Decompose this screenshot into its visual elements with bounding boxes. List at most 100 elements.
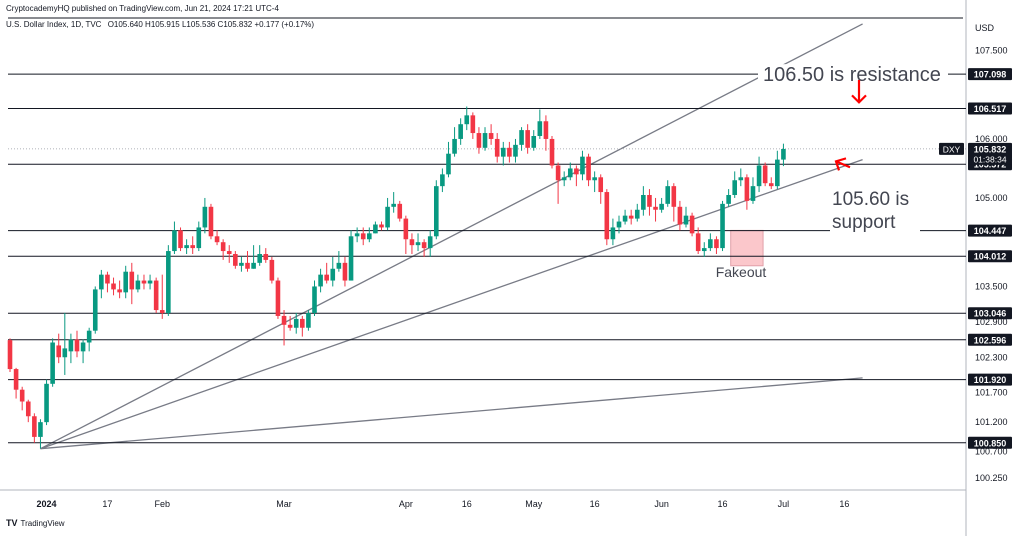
candle-body [105, 274, 110, 284]
trendline [40, 377, 863, 450]
candle-body [373, 224, 378, 234]
level-price-label: 102.596 [974, 335, 1007, 345]
candle-body [111, 283, 116, 290]
candle-body [141, 280, 147, 284]
y-tick-label: 103.500 [975, 281, 1008, 291]
symbol-info: U.S. Dollar Index, 1D, TVC O105.640 H105… [6, 20, 318, 29]
candle-body [226, 251, 232, 254]
candle-body [92, 289, 98, 331]
candle-body [257, 254, 262, 263]
candle-body [482, 133, 488, 148]
annotation-bg [830, 222, 920, 239]
candle-body [708, 239, 713, 249]
y-tick-label: 101.700 [975, 388, 1008, 398]
level-price-tag [968, 102, 1012, 115]
candle-body [507, 147, 512, 157]
y-tick-label: 102.300 [975, 352, 1008, 362]
candle-body [38, 422, 43, 437]
candle-body [537, 121, 543, 136]
level-price-tag [968, 250, 1012, 263]
x-tick-label: Feb [154, 499, 170, 509]
candle-body [62, 348, 68, 358]
candle-body [519, 130, 524, 145]
level-price-tag [968, 307, 1012, 320]
level-price-tag [968, 224, 1012, 237]
trendline [40, 158, 863, 450]
candle-body [775, 159, 780, 187]
x-tick-label: 16 [462, 499, 472, 509]
candle-body [172, 230, 177, 252]
candle-body [671, 186, 677, 207]
candle-body [440, 174, 445, 187]
x-tick-label: 17 [102, 499, 112, 509]
candle-body [74, 339, 80, 352]
candle-body [306, 313, 311, 328]
candle-body [275, 280, 281, 316]
symbol-name[interactable]: U.S. Dollar Index, 1D, TVC [6, 20, 102, 29]
x-tick-label: 16 [839, 499, 849, 509]
candle-body [324, 274, 329, 281]
candle-body [689, 215, 695, 234]
candle-body [159, 310, 165, 313]
candle-body [647, 195, 652, 207]
resistance-arrowhead-icon [851, 94, 867, 104]
candle-body [695, 233, 701, 252]
level-price-label: 103.046 [974, 309, 1007, 319]
candle-body [251, 262, 256, 269]
annotation-bg [758, 64, 948, 85]
candle-body [531, 136, 537, 148]
candle-body [135, 280, 141, 290]
candle-body [434, 186, 439, 237]
candle-body [86, 330, 92, 343]
candle-body [360, 233, 366, 240]
candle-body [208, 206, 214, 237]
candle-body [281, 315, 287, 325]
candle-body [348, 236, 354, 281]
fakeout-highlight-box [730, 229, 764, 267]
candle-body [56, 345, 62, 358]
x-tick-label: 16 [590, 499, 600, 509]
candle-body [628, 215, 634, 219]
candle-body [245, 262, 250, 269]
candle-body [732, 180, 738, 195]
y-tick-label: 107.500 [975, 45, 1008, 55]
level-price-tag [968, 333, 1012, 346]
candle-body [714, 239, 719, 249]
candle-body [13, 369, 19, 390]
candle-body [592, 177, 597, 181]
candle-body [233, 254, 238, 266]
candle-body [50, 342, 55, 384]
candle-body [123, 271, 129, 293]
x-tick-label: Jul [778, 499, 790, 509]
y-tick-label: 105.000 [975, 193, 1008, 203]
level-price-label: 106.517 [974, 104, 1007, 114]
last-price-tag [968, 142, 1012, 165]
candle-body [726, 195, 731, 204]
candle-body [458, 124, 463, 139]
last-price-label: 105.832 [974, 144, 1007, 154]
publisher-line: CryptocademyHQ published on TradingView.… [6, 4, 279, 13]
candle-body [427, 236, 433, 249]
candle-body [683, 215, 689, 225]
candle-body [287, 324, 293, 328]
candle-body [153, 280, 159, 311]
candle-body [604, 192, 610, 240]
tradingview-logo-icon: TV [6, 518, 18, 528]
candle-body [452, 138, 457, 154]
candle-body [421, 242, 427, 249]
candle-body [214, 236, 220, 243]
candle-body [184, 245, 189, 249]
level-price-tag [968, 436, 1012, 449]
candle-body [494, 138, 500, 157]
candle-body [117, 289, 122, 293]
candle-body [610, 227, 616, 240]
support-annotation-line2: support [832, 212, 896, 233]
candle-body [762, 165, 768, 184]
candle-body [525, 130, 530, 148]
candle-body [293, 318, 299, 328]
candle-body [379, 224, 384, 228]
y-tick-label: 100.700 [975, 447, 1008, 457]
support-arrow-icon [835, 160, 851, 169]
x-tick-label: Jun [654, 499, 669, 509]
